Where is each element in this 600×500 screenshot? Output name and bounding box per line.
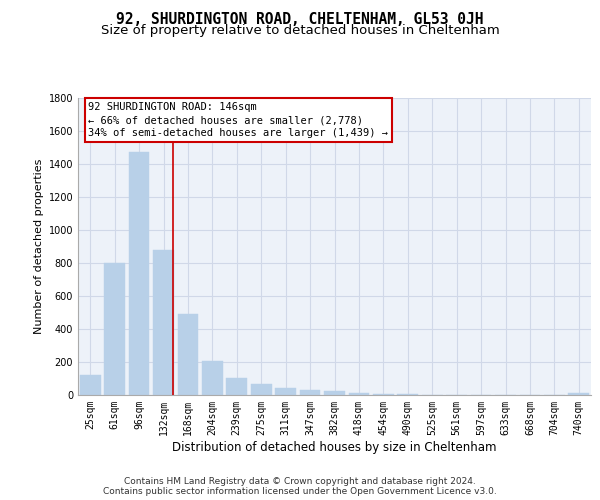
Bar <box>324 391 345 395</box>
Bar <box>202 361 223 395</box>
Bar <box>104 263 125 395</box>
Bar <box>226 378 247 395</box>
Bar <box>373 394 394 395</box>
Bar <box>128 152 149 395</box>
Bar <box>251 384 272 395</box>
Bar <box>80 375 101 395</box>
Bar <box>178 314 199 395</box>
Bar <box>299 390 320 395</box>
Bar <box>397 394 418 395</box>
X-axis label: Distribution of detached houses by size in Cheltenham: Distribution of detached houses by size … <box>172 440 497 454</box>
Text: Contains HM Land Registry data © Crown copyright and database right 2024.: Contains HM Land Registry data © Crown c… <box>124 477 476 486</box>
Text: Contains public sector information licensed under the Open Government Licence v3: Contains public sector information licen… <box>103 487 497 496</box>
Bar <box>275 388 296 395</box>
Y-axis label: Number of detached properties: Number of detached properties <box>34 158 44 334</box>
Text: 92 SHURDINGTON ROAD: 146sqm
← 66% of detached houses are smaller (2,778)
34% of : 92 SHURDINGTON ROAD: 146sqm ← 66% of det… <box>88 102 388 139</box>
Bar <box>349 392 370 395</box>
Bar <box>153 250 174 395</box>
Text: Size of property relative to detached houses in Cheltenham: Size of property relative to detached ho… <box>101 24 499 37</box>
Text: 92, SHURDINGTON ROAD, CHELTENHAM, GL53 0JH: 92, SHURDINGTON ROAD, CHELTENHAM, GL53 0… <box>116 12 484 28</box>
Bar <box>568 392 589 395</box>
